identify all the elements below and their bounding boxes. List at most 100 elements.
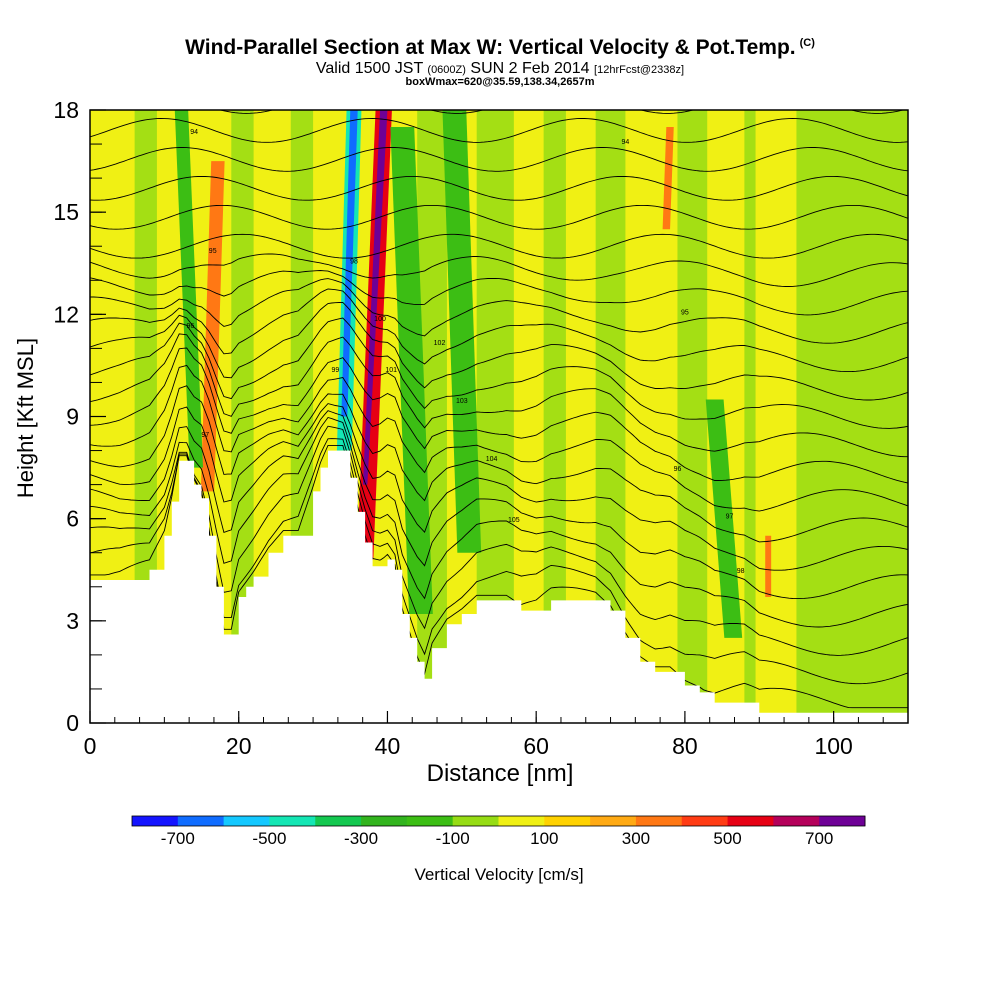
colorbar-swatch <box>498 816 545 826</box>
colorbar-tick-label: -100 <box>436 829 470 848</box>
w-band-1 <box>231 110 254 723</box>
theta-contour-14 <box>90 270 908 316</box>
theta-contour-9 <box>90 333 908 458</box>
colorbar-swatch <box>177 816 225 826</box>
contour-label: 98 <box>737 568 745 575</box>
colorbar-tick-label: -700 <box>161 829 195 848</box>
colorbar-swatch <box>315 816 362 826</box>
colorbar-tick-label: -500 <box>252 829 286 848</box>
theta-contour-19 <box>90 147 908 172</box>
w-band-0 <box>134 110 157 723</box>
colorbar-tick-label: 100 <box>530 829 558 848</box>
colorbar-swatch <box>773 816 820 826</box>
contour-label: 98 <box>350 258 358 265</box>
x-tick-label: 20 <box>226 733 252 759</box>
colorbar-swatch <box>819 816 866 826</box>
y-tick-label: 6 <box>66 506 79 532</box>
contour-label: 100 <box>374 316 386 323</box>
theta-contour-16 <box>90 233 908 259</box>
w-streak-5 <box>442 110 482 553</box>
contour-label: 95 <box>209 248 217 255</box>
contour-label: 101 <box>385 367 397 374</box>
theta-contour-13 <box>90 278 908 344</box>
colorbar-swatch <box>361 816 408 826</box>
w-band-9 <box>796 110 908 723</box>
x-axis-label: Distance [nm] <box>427 760 574 787</box>
theta-contour-3 <box>90 416 908 628</box>
axes: 0 20 40 60 80 100 0 3 6 9 12 15 18 <box>53 97 909 759</box>
chart-subtitle: Valid 1500 JST (0600Z) SUN 2 Feb 2014 [1… <box>315 60 685 77</box>
colorbar-swatch <box>590 816 637 826</box>
contour-label: 96 <box>186 323 194 330</box>
x-tick-label: 80 <box>672 733 698 759</box>
w-streak-6 <box>705 399 743 638</box>
theta-contour-21 <box>218 110 905 114</box>
colorbar-swatch <box>681 816 729 826</box>
chart-box-line: boxWmax=620@35.59,138.34,2657m <box>405 76 595 88</box>
theta-contour-5 <box>90 403 908 571</box>
y-tick-label: 18 <box>53 97 79 123</box>
colorbar: -700 -500 -300 -100 100 300 500 700 <box>131 815 866 848</box>
terrain <box>90 450 908 723</box>
contour-label: 94 <box>622 139 630 146</box>
theta-contour-12 <box>90 288 908 373</box>
w-streak-4 <box>390 127 433 615</box>
contour-label: 97 <box>726 514 734 521</box>
colorbar-tick-label: 300 <box>622 829 650 848</box>
theta-contour-4 <box>90 410 908 600</box>
contour-label: 94 <box>190 129 198 136</box>
theta-contour-2 <box>90 425 908 656</box>
colorbar-frame <box>131 815 866 827</box>
colorbar-label: Vertical Velocity [cm/s] <box>414 865 583 884</box>
y-axis-label: Height [Kft MSL] <box>13 338 38 498</box>
w-streak-3 <box>174 110 204 468</box>
contour-label: 103 <box>456 398 468 405</box>
contour-label: 96 <box>674 466 682 473</box>
colorbar-swatch <box>544 816 591 826</box>
y-tick-label: 12 <box>53 301 79 327</box>
y-tick-label: 15 <box>53 199 79 225</box>
theta-contour-0 <box>90 444 908 709</box>
w-band-7 <box>677 110 708 723</box>
w-band-5 <box>543 110 566 723</box>
colorbar-swatch <box>269 816 316 826</box>
colorbar-tick-label: 500 <box>713 829 741 848</box>
theta-contour-17 <box>90 204 908 230</box>
theta-contour-1 <box>90 438 908 685</box>
w-streak-8 <box>765 535 772 597</box>
colorbar-swatch <box>635 816 683 826</box>
y-tick-label: 9 <box>66 404 79 430</box>
contour-label: 99 <box>332 367 340 374</box>
theta-contour-6 <box>90 385 908 543</box>
theta-contour-15 <box>90 253 908 287</box>
w-streak-2 <box>200 161 225 492</box>
x-tick-label: 40 <box>375 733 401 759</box>
colorbar-tick-label: 700 <box>805 829 833 848</box>
y-tick-label: 3 <box>66 608 79 634</box>
colorbar-swatch <box>727 816 774 826</box>
plot-area: 94 95 96 97 98 99 100 101 102 103 104 105 94 95 96 97 98 <box>90 110 908 723</box>
colorbar-swatch <box>132 816 179 826</box>
w-band-8 <box>744 110 756 723</box>
theta-contour-10 <box>90 317 908 429</box>
theta-contour-11 <box>90 301 908 401</box>
contour-label: 102 <box>434 340 446 347</box>
colorbar-swatch <box>406 816 454 826</box>
colorbar-swatch <box>223 816 270 826</box>
theta-contour-7 <box>90 364 908 512</box>
theta-contour-8 <box>90 347 908 484</box>
contour-label: 97 <box>201 432 209 439</box>
chart-title: Wind-Parallel Section at Max W: Vertical… <box>185 36 815 59</box>
x-tick-label: 60 <box>523 733 549 759</box>
x-tick-label: 0 <box>84 733 97 759</box>
w-streak-7 <box>662 127 674 230</box>
x-tick-label: 100 <box>814 733 852 759</box>
y-tick-label: 0 <box>66 710 79 736</box>
theta-contour-18 <box>90 175 908 201</box>
contour-label: 95 <box>681 309 689 316</box>
contour-label: 104 <box>486 456 498 463</box>
contour-label: 105 <box>508 517 520 524</box>
colorbar-tick-label: -300 <box>344 829 378 848</box>
theta-contour-20 <box>90 118 908 143</box>
colorbar-swatch <box>452 816 499 826</box>
